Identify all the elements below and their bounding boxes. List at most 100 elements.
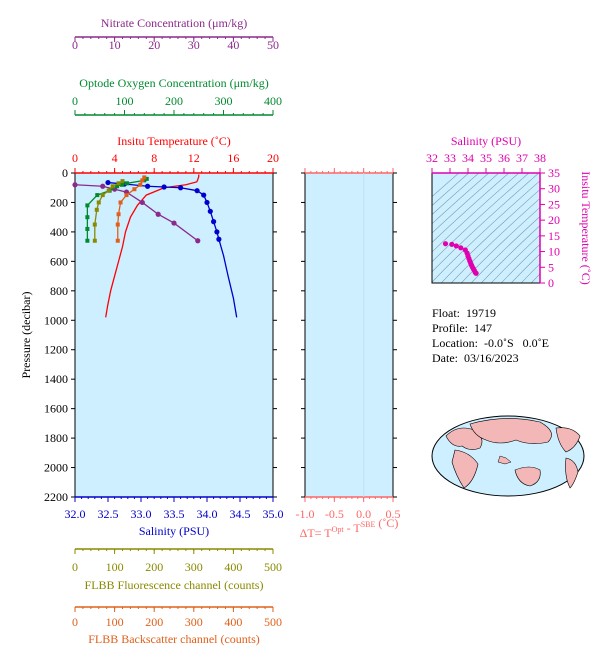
salinity-point — [161, 184, 167, 190]
float-value: 19719 — [466, 306, 497, 320]
fluorescence-point — [96, 200, 101, 205]
map-land-asia-west — [445, 427, 483, 450]
salinity-point — [204, 199, 210, 206]
salinity-point — [194, 188, 200, 194]
ts-temperature-axis-label: Insitu Temperature (˚C) — [579, 171, 593, 285]
backscatter-axis-label: FLBB Backscatter channel (counts) — [88, 632, 260, 646]
fluorescence-point — [120, 179, 125, 184]
ts-isoline — [432, 173, 470, 206]
ts-isoline — [532, 153, 609, 293]
salinity-point — [105, 179, 111, 186]
backscatter-point — [132, 187, 137, 192]
location-value: -0.0˚S 0.0˚E — [483, 336, 549, 350]
profile-row: Profile: 147 — [432, 321, 549, 336]
oxygen-point — [120, 182, 125, 187]
oxygen-tick-label: 400 — [264, 94, 282, 108]
ts-temperature-tick-label: 5 — [548, 260, 554, 274]
ts-isoline — [432, 180, 540, 283]
oxygen-tick-label: 0 — [72, 94, 78, 108]
temperature-tick-label: 12 — [188, 151, 200, 165]
oxygen-tick-label: 300 — [215, 94, 233, 108]
backscatter-point — [140, 178, 145, 183]
salinity-tick-label: 33.0 — [131, 507, 152, 521]
oxygen-tick-label: 200 — [165, 94, 183, 108]
oxygen-point — [85, 226, 90, 231]
profile-label: Profile: — [432, 321, 468, 335]
fluorescence-point — [110, 184, 115, 189]
nitrate-point — [139, 199, 145, 206]
map-land-south-america — [565, 457, 579, 489]
map-land-australia — [514, 466, 541, 487]
pressure-tick-label: 2000 — [44, 461, 68, 475]
ts-isoline — [520, 263, 540, 283]
salinity-tick-label: 32.5 — [98, 507, 119, 521]
ts-isoline — [510, 253, 540, 283]
ts-temperature-tick-label: 35 — [548, 166, 560, 180]
ts-temperature-tick-label: 20 — [548, 213, 560, 227]
ts-temperature-tick-label: 0 — [548, 276, 554, 290]
ts-point — [449, 241, 455, 247]
temperature-axis-label: Insitu Temperature (˚C) — [117, 134, 231, 148]
oxygen-point — [95, 193, 100, 198]
ts-salinity-tick-label: 34 — [462, 151, 474, 165]
ts-point — [453, 243, 459, 249]
ts-temperature-tick-label: 25 — [548, 197, 560, 211]
fluorescence-tick-label: 400 — [224, 560, 242, 574]
nitrate-tick-label: 10 — [109, 38, 121, 52]
ts-point — [442, 241, 449, 247]
delta-tick-label: -0.5 — [325, 507, 344, 521]
delta-tick-label: 0.0 — [356, 507, 371, 521]
float-info: Float: 19719 Profile: 147 Location: -0.0… — [432, 306, 549, 366]
ts-point — [458, 245, 464, 251]
date-row: Date: 03/16/2023 — [432, 351, 549, 366]
pressure-tick-label: 1000 — [44, 313, 68, 327]
location-row: Location: -0.0˚S 0.0˚E — [432, 336, 549, 351]
oxygen-point — [85, 203, 90, 208]
ts-point — [462, 247, 468, 253]
ts-isoline — [490, 234, 540, 283]
salinity-point — [211, 219, 217, 225]
ts-isoline — [450, 197, 540, 283]
fluorescence-point — [100, 193, 105, 198]
ts-salinity-axis-label: Salinity (PSU) — [451, 134, 521, 148]
fluorescence-tick-label: 300 — [185, 560, 203, 574]
nitrate-tick-label: 20 — [148, 38, 160, 52]
backscatter-point — [115, 222, 120, 227]
nitrate-point — [195, 238, 201, 244]
world-map — [431, 415, 585, 497]
backscatter-tick-label: 400 — [224, 615, 242, 629]
ts-isoline — [432, 173, 460, 198]
delta-tick-label: 0.5 — [386, 507, 401, 521]
nitrate-point — [100, 183, 106, 189]
fluorescence-axis-label: FLBB Fluorescence channel (counts) — [85, 578, 264, 592]
pressure-tick-label: 800 — [50, 284, 68, 298]
salinity-point — [145, 183, 151, 189]
salinity-tick-label: 34.0 — [197, 507, 218, 521]
pressure-tick-label: 1600 — [44, 402, 68, 416]
salinity-point — [201, 192, 207, 198]
ts-salinity-tick-label: 32 — [426, 151, 438, 165]
ts-salinity-tick-label: 33 — [444, 151, 456, 165]
oxygen-point — [115, 184, 120, 189]
fluorescence-point — [92, 222, 97, 227]
pressure-tick-label: 0 — [62, 166, 68, 180]
ts-isoline — [480, 225, 540, 283]
oxygen-axis-label: Optode Oxygen Concentration (μm/kg) — [79, 76, 268, 90]
ts-isoline — [432, 173, 520, 253]
ts-salinity-tick-label: 35 — [480, 151, 492, 165]
backscatter-point — [116, 212, 121, 217]
pressure-tick-label: 2200 — [44, 490, 68, 504]
ts-isoline — [460, 206, 540, 283]
salinity-point — [216, 236, 222, 242]
salinity-point — [207, 208, 213, 214]
float-label: Float: — [432, 306, 461, 320]
pressure-tick-label: 400 — [50, 225, 68, 239]
salinity-axis-label: Salinity (PSU) — [139, 524, 209, 538]
pressure-tick-label: 1200 — [44, 343, 68, 357]
temperature-tick-label: 0 — [72, 151, 78, 165]
oxygen-point — [85, 238, 90, 243]
backscatter-point — [118, 200, 123, 205]
float-row: Float: 19719 — [432, 306, 549, 321]
pressure-tick-label: 1800 — [44, 431, 68, 445]
